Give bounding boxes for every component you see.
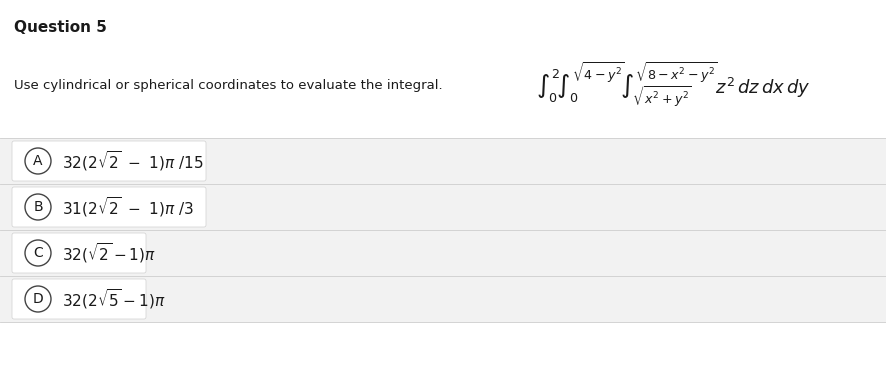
FancyBboxPatch shape xyxy=(12,233,146,273)
Text: Use cylindrical or spherical coordinates to evaluate the integral.: Use cylindrical or spherical coordinates… xyxy=(14,78,443,92)
Text: A: A xyxy=(34,154,43,168)
FancyBboxPatch shape xyxy=(12,187,206,227)
Text: C: C xyxy=(33,246,43,260)
Circle shape xyxy=(25,194,51,220)
Text: $32(2\sqrt{2}\ -\ 1)\pi\ /15$: $32(2\sqrt{2}\ -\ 1)\pi\ /15$ xyxy=(62,149,204,173)
Text: D: D xyxy=(33,292,43,306)
Text: $31(2\sqrt{2}\ -\ 1)\pi\ /3$: $31(2\sqrt{2}\ -\ 1)\pi\ /3$ xyxy=(62,195,194,219)
Bar xyxy=(0,184,886,230)
Bar xyxy=(0,138,886,184)
Text: Question 5: Question 5 xyxy=(14,21,107,35)
FancyBboxPatch shape xyxy=(12,141,206,181)
Text: $\int_0^2\!\int_0^{\sqrt{4-y^2}}\!\int_{\sqrt{x^2+y^2}}^{\sqrt{8-x^2-y^2}} z^2\,: $\int_0^2\!\int_0^{\sqrt{4-y^2}}\!\int_{… xyxy=(536,61,811,109)
Text: $32(\sqrt{2}-1)\pi$: $32(\sqrt{2}-1)\pi$ xyxy=(62,241,156,265)
Text: $32(2\sqrt{5}-1)\pi$: $32(2\sqrt{5}-1)\pi$ xyxy=(62,287,166,311)
Text: B: B xyxy=(33,200,43,214)
Circle shape xyxy=(25,286,51,312)
Bar xyxy=(0,276,886,322)
FancyBboxPatch shape xyxy=(12,279,146,319)
Circle shape xyxy=(25,148,51,174)
Circle shape xyxy=(25,240,51,266)
Bar xyxy=(0,230,886,276)
